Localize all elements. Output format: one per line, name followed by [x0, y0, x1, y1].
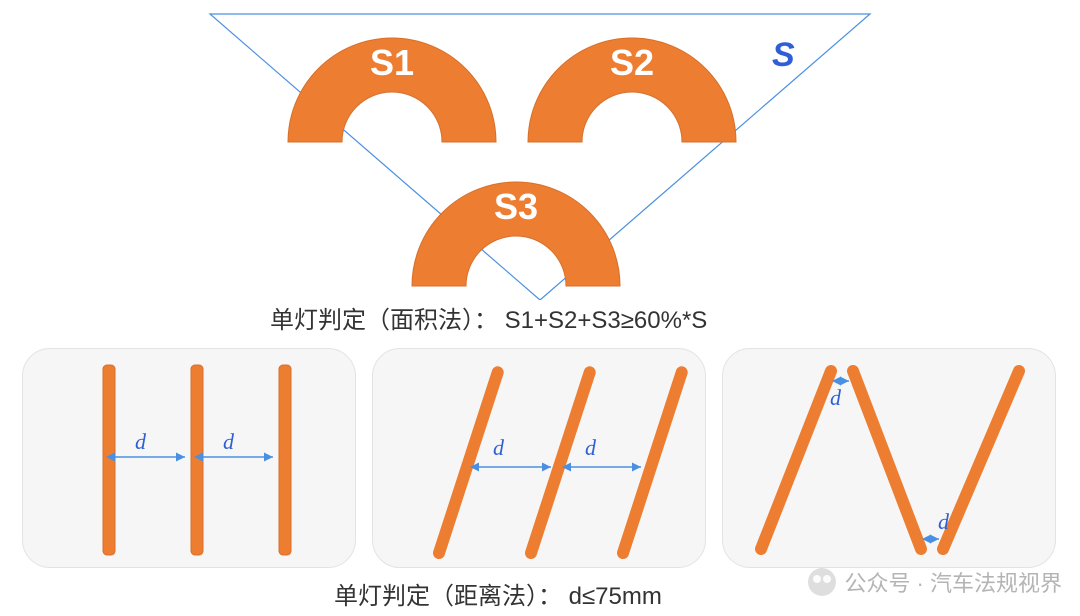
- d-label-2-1: d: [493, 435, 504, 461]
- bar-2-2: [531, 372, 590, 553]
- distance-panel-2: dd: [372, 348, 706, 568]
- bar-2-1: [439, 372, 498, 553]
- bar-1-2: [191, 365, 203, 555]
- bar-3-1: [761, 371, 831, 549]
- d-label-1-2: d: [223, 429, 234, 455]
- distance-panel-1: dd: [22, 348, 356, 568]
- watermark: 公众号 · 汽车法规视界: [808, 566, 1062, 598]
- caption-distance-method: 单灯判定（距离法）： d≤75mm: [334, 576, 662, 611]
- bar-3-3: [943, 371, 1019, 549]
- bar-1-3: [279, 365, 291, 555]
- caption-area-method: 单灯判定（面积法）： S1+S2+S3≥60%*S: [270, 300, 707, 335]
- bar-3-2: [853, 371, 921, 549]
- arch-label-s3: S3: [494, 186, 538, 228]
- d-label-1-1: d: [135, 429, 146, 455]
- area-method-figure: [0, 0, 1080, 300]
- d-label-2-2: d: [585, 435, 596, 461]
- d-label-3-2: d: [938, 509, 949, 535]
- bar-2-3: [623, 372, 682, 553]
- arch-label-s2: S2: [610, 42, 654, 84]
- bar-1-1: [103, 365, 115, 555]
- watermark-text: 公众号 · 汽车法规视界: [844, 566, 1062, 598]
- wechat-icon: [808, 568, 836, 596]
- d-label-3-1: d: [830, 385, 841, 411]
- triangle-outline: [210, 14, 870, 300]
- arch-label-s1: S1: [370, 42, 414, 84]
- s-total-label: S: [772, 36, 795, 75]
- distance-panel-3: dd: [722, 348, 1056, 568]
